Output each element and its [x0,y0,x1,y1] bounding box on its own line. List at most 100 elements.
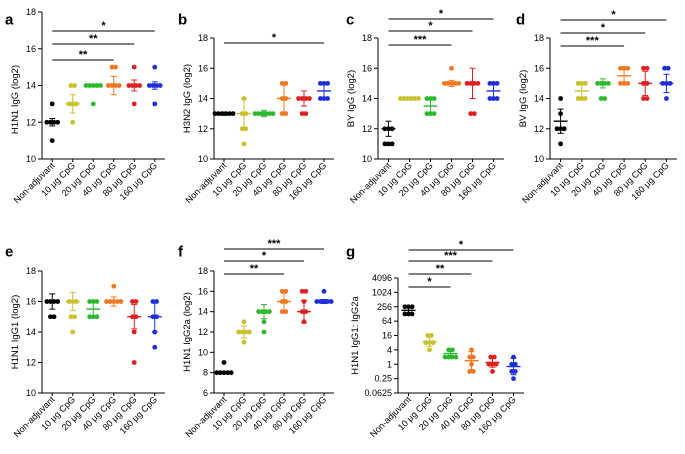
data-point [471,111,477,117]
data-point [625,65,631,71]
data-point [113,64,118,70]
y-tick-label: 1 [387,359,392,369]
data-point [72,83,77,88]
data-point [598,96,604,101]
y-axis-title: BY IgG (log2) [346,70,357,127]
data-point [301,319,307,325]
y-tick-label: 10 [362,154,372,164]
data-point [509,361,515,367]
panel-letter-b: b [178,11,187,28]
data-point [416,96,421,101]
data-point [558,96,563,101]
y-tick-label: 18 [26,7,36,17]
y-tick-label: 16 [362,63,372,73]
data-point [582,96,588,101]
significance-label: *** [586,35,600,47]
series-1 [574,80,589,101]
y-tick-label: 14 [26,81,36,91]
panel-letter-g: g [346,243,355,260]
y-tick-label: 14 [198,94,208,104]
data-point [83,83,89,88]
data-point [509,369,515,374]
data-point [241,96,247,101]
y-tick-label: 1024 [372,287,392,297]
data-point [512,369,518,374]
data-point [406,304,411,310]
data-point [494,80,500,86]
data-point [494,96,500,101]
data-point [487,80,493,86]
series-0 [214,360,234,376]
y-tick-label: 0.0625 [364,388,392,398]
data-point [109,64,115,70]
series-1 [65,83,80,125]
significance-label: * [459,239,464,251]
data-point [212,111,218,117]
data-point [279,80,285,86]
data-point [70,119,76,125]
data-point [252,111,258,117]
significance-label: ** [89,33,98,45]
panel-letter-f: f [178,243,184,260]
data-point [87,299,93,304]
data-point [328,299,334,304]
data-point [431,96,437,101]
series-2 [595,78,611,101]
data-point [561,126,567,132]
data-point [446,347,452,353]
series-0 [401,304,416,317]
y-tick-label: 14 [362,94,372,104]
data-point [491,96,496,101]
data-point [270,111,276,117]
series-5 [486,80,501,101]
series-3 [105,64,122,96]
data-point [428,111,433,117]
data-point [453,354,459,360]
series-2 [423,96,438,117]
y-tick-label: 10 [198,347,208,357]
data-point [389,141,395,147]
significance-label: *** [268,238,282,250]
significance-label: * [439,8,444,20]
data-point [321,288,327,294]
data-point [94,299,100,304]
series-0 [44,101,61,144]
y-tick-label: 10 [534,154,544,164]
series-5 [147,299,162,350]
panel-letter-e: e [5,243,13,260]
series-4 [296,90,312,117]
data-point [664,96,669,101]
y-tick-label: 64 [382,316,392,326]
significance-label: ** [250,263,259,275]
y-tick-label: 256 [377,302,392,312]
data-point [68,83,74,88]
data-point [446,354,452,360]
series-5 [659,65,674,101]
data-point [152,101,158,107]
data-point [579,80,585,86]
data-point [511,376,516,382]
data-point [470,354,476,360]
series-3 [104,283,124,307]
y-tick-label: 12 [534,124,544,134]
panel-letter-a: a [5,11,14,28]
data-point [442,354,448,360]
data-point [558,141,563,147]
data-point [427,347,432,353]
data-point [449,354,455,360]
data-point [325,96,330,101]
data-point [87,314,93,320]
data-point [431,111,437,117]
data-point [51,314,57,320]
data-point [318,96,323,101]
data-point [511,354,516,360]
data-point [425,333,431,338]
data-point [279,309,285,315]
y-tick-label: 14 [26,327,36,337]
data-point [133,299,139,304]
data-point [491,80,496,86]
y-tick-label: 6 [203,388,208,398]
